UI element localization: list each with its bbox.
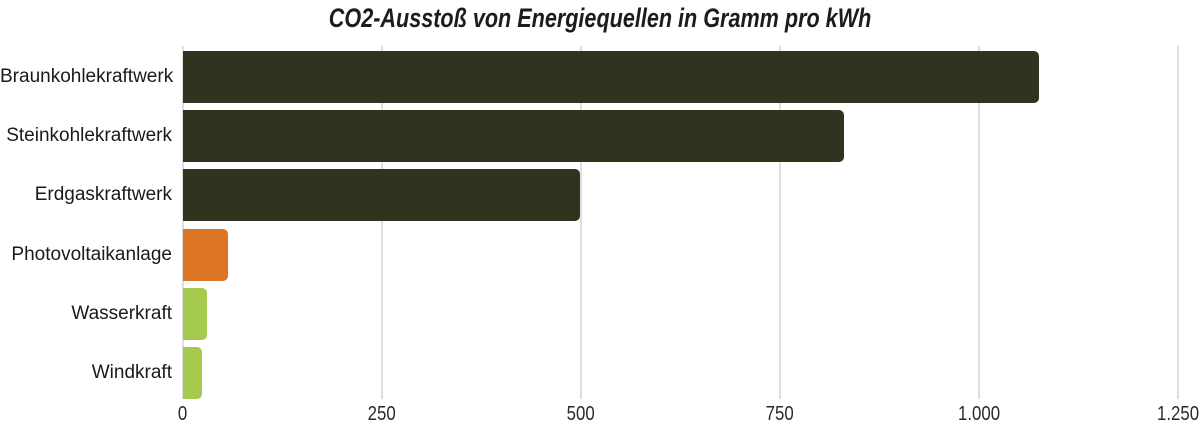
category-label-braunkohlekraftwerk: Braunkohlekraftwerk <box>0 66 174 87</box>
bar-windkraft <box>183 347 203 399</box>
x-tick-text: 250 <box>367 403 397 425</box>
category-label-erdgaskraftwerk: Erdgaskraftwerk <box>34 184 172 206</box>
gridline-x-750 <box>779 46 781 399</box>
x-tick-text: 0 <box>178 403 188 425</box>
bar-steinkohlekraftwerk <box>183 110 844 163</box>
bar-photovoltaikanlage <box>183 228 228 281</box>
gridline-x-250 <box>381 46 383 399</box>
bar-wasserkraft <box>183 287 207 340</box>
category-label-wasserkraft: Wasserkraft <box>71 302 172 324</box>
x-tick-label-1000: 1.000 <box>934 403 1024 426</box>
x-tick-label-250: 250 <box>337 403 427 426</box>
bar-erdgaskraftwerk <box>183 169 581 222</box>
x-tick-text: 1.250 <box>1156 403 1200 425</box>
x-tick-label-750: 750 <box>735 403 825 426</box>
category-label-steinkohlekraftwerk: Steinkohlekraftwerk <box>6 125 172 147</box>
category-label-photovoltaikanlage: Photovoltaikanlage <box>11 243 172 265</box>
chart-title-text: CO2-Ausstoß von Energiequellen in Gramm … <box>328 3 872 33</box>
gridline-x-1000 <box>978 46 980 399</box>
category-label-windkraft: Windkraft <box>91 362 172 383</box>
bar-chart-plot-area <box>182 46 1179 399</box>
x-tick-text: 750 <box>765 403 795 425</box>
bar-braunkohlekraftwerk <box>183 51 1039 103</box>
x-tick-label-0: 0 <box>138 403 228 426</box>
x-tick-label-500: 500 <box>536 403 626 426</box>
gridline-x-1250 <box>1177 46 1179 399</box>
x-tick-text: 1.000 <box>957 403 1001 425</box>
x-tick-label-1250: 1.250 <box>1133 403 1200 426</box>
gridline-x-500 <box>580 46 582 399</box>
x-tick-text: 500 <box>566 403 596 425</box>
chart-title: CO2-Ausstoß von Energiequellen in Gramm … <box>0 3 1200 34</box>
gridline-x-0 <box>182 46 184 399</box>
